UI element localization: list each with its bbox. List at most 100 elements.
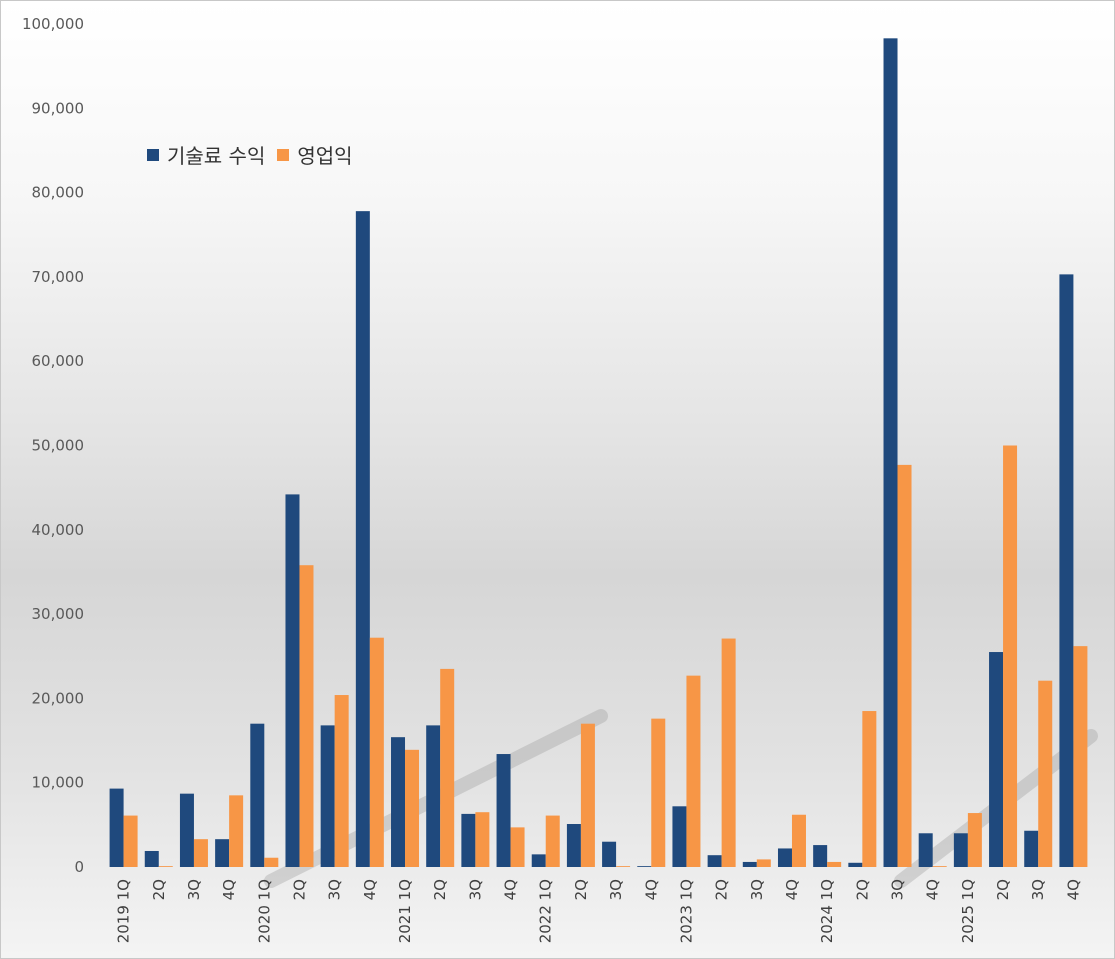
bar-series-1 — [637, 866, 652, 867]
x-tick-label: 4Q — [1064, 879, 1082, 900]
x-tick-label: 3Q — [889, 879, 907, 900]
bar-series-1 — [1024, 830, 1039, 867]
bar-series-2 — [1038, 680, 1053, 867]
bar-series-1 — [918, 833, 933, 867]
legend-swatch-series-1 — [147, 148, 159, 161]
bar-series-2 — [721, 638, 736, 867]
y-tick-label: 100,000 — [22, 15, 84, 33]
legend-item-series-2: 영업익 — [277, 140, 353, 169]
bar-series-1 — [1059, 274, 1074, 868]
y-tick-label: 40,000 — [32, 521, 85, 539]
x-tick-label: 2020 1Q — [255, 879, 273, 943]
bar-series-2 — [193, 839, 208, 867]
bar-series-2 — [158, 866, 173, 867]
x-axis: 2019 1Q 2Q 3Q 4Q 2020 1Q 2Q 3Q 4Q 2021 1Q 2Q 3Q 4Q 2… — [115, 879, 1083, 943]
x-tick-label: 2019 1Q — [115, 879, 133, 943]
bar-series — [109, 38, 1088, 868]
bar-series-1 — [531, 854, 546, 867]
bar-series-2 — [1073, 646, 1088, 867]
x-tick-label: 2Q — [290, 879, 308, 900]
bar-series-2 — [545, 815, 560, 867]
x-tick-label: 3Q — [326, 879, 344, 900]
x-tick-label: 4Q — [220, 879, 238, 900]
bar-series-2 — [791, 814, 806, 867]
x-tick-label: 3Q — [1029, 879, 1047, 900]
legend-label-series-2: 영업익 — [297, 144, 353, 168]
bar-series-1 — [215, 839, 230, 867]
bar-series-2 — [686, 675, 701, 867]
bar-series-1 — [707, 855, 722, 867]
bar-series-1 — [355, 211, 370, 867]
bar-series-2 — [932, 866, 947, 867]
legend-item-series-1: 기술료 수익 — [147, 140, 265, 169]
bar-series-2 — [405, 749, 420, 867]
bar-series-2 — [862, 711, 877, 867]
y-axis: 0 10,000 20,000 30,000 40,000 50,000 60,000 70,… — [22, 15, 84, 876]
x-tick-label: 3Q — [466, 879, 484, 900]
legend-label-series-1: 기술료 수익 — [167, 144, 266, 168]
bar-series-2 — [580, 723, 595, 867]
legend: 기술료 수익 영업익 — [147, 140, 365, 169]
bar-series-1 — [566, 824, 581, 867]
x-tick-label: 2Q — [431, 879, 449, 900]
bar-series-2 — [1003, 445, 1018, 867]
x-tick-label: 2Q — [572, 879, 590, 900]
x-tick-label: 3Q — [185, 879, 203, 900]
bar-series-1 — [953, 833, 968, 867]
bar-series-2 — [264, 857, 279, 867]
x-tick-label: 3Q — [748, 879, 766, 900]
bar-series-1 — [461, 813, 476, 867]
bar-series-2 — [967, 813, 982, 867]
bar-series-2 — [440, 668, 455, 867]
legend-swatch-series-2 — [277, 148, 290, 161]
y-tick-label: 90,000 — [32, 99, 85, 117]
x-tick-label: 4Q — [361, 879, 379, 900]
bar-series-2 — [651, 718, 666, 867]
y-tick-label: 70,000 — [32, 268, 85, 286]
bar-series-1 — [777, 848, 792, 867]
x-tick-label: 4Q — [642, 879, 660, 900]
bar-series-1 — [672, 806, 687, 867]
bar-series-2 — [229, 795, 244, 867]
bar-series-2 — [369, 637, 384, 867]
bar-series-1 — [320, 725, 335, 867]
bar-series-1 — [602, 841, 617, 867]
bar-series-1 — [285, 494, 300, 867]
x-tick-label: 4Q — [783, 879, 801, 900]
bar-series-1 — [989, 652, 1004, 867]
x-tick-label: 2Q — [994, 879, 1012, 900]
y-tick-label: 10,000 — [32, 774, 85, 792]
x-tick-label: 2022 1Q — [537, 879, 555, 943]
bar-series-2 — [475, 812, 490, 867]
x-tick-label: 3Q — [607, 879, 625, 900]
bar-series-1 — [426, 725, 441, 867]
bar-series-2 — [299, 565, 314, 867]
bar-series-2 — [616, 866, 631, 867]
bar-series-2 — [510, 827, 525, 867]
bar-series-2 — [897, 464, 912, 867]
x-tick-label: 2023 1Q — [677, 879, 695, 943]
bar-series-1 — [391, 737, 406, 867]
bar-series-1 — [109, 788, 124, 867]
bar-series-1 — [848, 862, 863, 867]
y-tick-label: 80,000 — [32, 184, 85, 202]
bar-series-1 — [144, 850, 159, 867]
bar-series-1 — [813, 845, 828, 867]
bar-series-2 — [123, 815, 138, 867]
x-tick-label: 2Q — [713, 879, 731, 900]
x-tick-label: 2025 1Q — [959, 879, 977, 943]
x-tick-label: 4Q — [924, 879, 942, 900]
y-tick-label: 50,000 — [32, 437, 85, 455]
y-tick-label: 0 — [74, 858, 84, 876]
y-tick-label: 30,000 — [32, 605, 85, 623]
bar-series-2 — [334, 695, 349, 867]
x-tick-label: 2Q — [150, 879, 168, 900]
bar-series-1 — [496, 754, 511, 867]
bar-series-1 — [179, 793, 194, 867]
bar-series-2 — [756, 859, 771, 867]
y-tick-label: 20,000 — [32, 689, 85, 707]
bar-series-2 — [827, 861, 842, 867]
x-tick-label: 2021 1Q — [396, 879, 414, 943]
